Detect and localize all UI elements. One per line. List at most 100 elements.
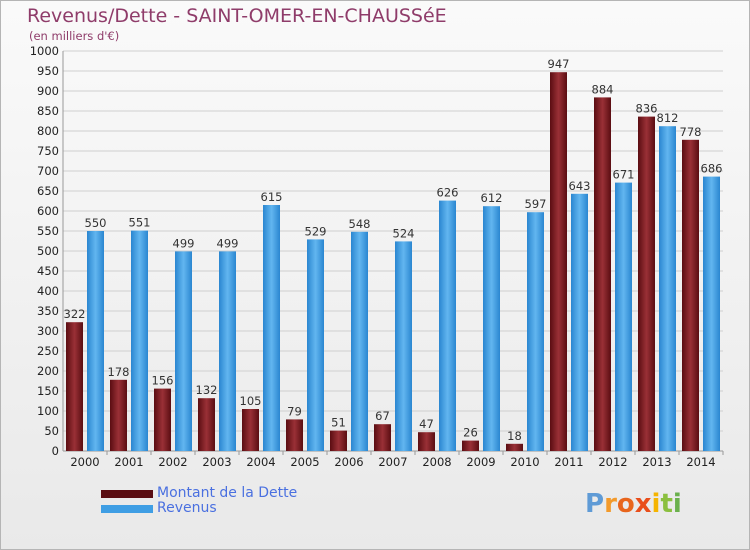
y-tick-label: 50 [44,424,59,438]
bar-dette-2008 [418,432,435,451]
logo-letter: i [651,489,661,519]
bar-dette-2013 [638,116,655,451]
x-tick-label: 2008 [422,455,451,469]
bar-dette-2009 [462,440,479,451]
value-labels: 322 550 178 551 156 499 132 499 105 615 79 529 51 548… [64,57,723,443]
proxiti-logo: Proxiti [585,489,682,519]
axes: 0 50 100 150 200 250 300 350 400 450 500 550 600 650 7… [30,44,724,469]
bar-revenus-2011 [571,193,588,452]
value-label-revenus-2004: 615 [261,190,283,204]
value-label-revenus-2001: 551 [129,216,151,230]
x-tick-label: 2000 [70,455,99,469]
bar-dette-2006 [330,430,347,451]
y-tick-label: 500 [37,244,59,258]
x-tick-label: 2011 [554,455,583,469]
bar-dette-2012 [594,97,611,452]
value-label-revenus-2011: 643 [569,179,591,193]
bar-revenus-2006 [351,231,368,451]
value-label-dette-2000: 322 [64,307,86,321]
y-tick-label: 950 [37,64,59,78]
y-tick-label: 100 [37,404,59,418]
bar-dette-2007 [374,424,391,451]
value-label-dette-2002: 156 [152,374,174,388]
bar-revenus-2000 [87,231,104,451]
x-tick-label: 2012 [598,455,627,469]
y-tick-label: 850 [37,104,59,118]
logo-letter: P [585,489,605,519]
bar-dette-2003 [198,398,215,451]
legend-swatch-dette [101,490,153,498]
bars [66,72,720,452]
value-label-dette-2005: 79 [287,404,302,418]
value-label-dette-2007: 67 [375,409,390,423]
bar-revenus-2005 [307,239,324,451]
value-label-revenus-2014: 686 [701,162,723,176]
chart-title: Revenus/Dette - SAINT-OMER-EN-CHAUSSéE [27,5,447,27]
x-tick-label: 2003 [202,455,231,469]
x-tick-label: 2002 [158,455,187,469]
bar-dette-2014 [682,139,699,452]
x-tick-label: 2009 [466,455,495,469]
value-label-dette-2009: 26 [463,426,478,440]
y-tick-label: 400 [37,284,59,298]
y-tick-label: 0 [52,444,59,458]
y-tick-label: 550 [37,224,59,238]
logo-letter: t [660,489,673,519]
bar-revenus-2004 [263,205,280,451]
value-label-dette-2004: 105 [240,394,262,408]
logo-letter: x [634,489,652,519]
y-tick-label: 150 [37,384,59,398]
bar-revenus-2003 [219,251,236,451]
x-tick-label: 2010 [510,455,539,469]
bar-dette-2011 [550,72,567,451]
bar-revenus-2014 [703,176,720,451]
x-tick-label: 2006 [334,455,363,469]
bar-revenus-2007 [395,241,412,451]
bar-revenus-2013 [659,126,676,451]
logo-letter: r [604,489,617,519]
x-tick-label: 2005 [290,455,319,469]
x-tick-label: 2014 [686,455,715,469]
value-label-revenus-2009: 612 [481,191,503,205]
y-tick-label: 1000 [30,44,59,58]
value-label-dette-2012: 884 [592,82,614,96]
gridlines [63,50,723,452]
x-tick-label: 2013 [642,455,671,469]
bar-dette-2001 [110,379,127,451]
y-tick-label: 300 [37,324,59,338]
value-label-dette-2010: 18 [507,429,522,443]
value-label-revenus-2007: 524 [393,226,415,240]
bar-revenus-2010 [527,212,544,451]
bar-dette-2005 [286,419,303,451]
value-label-dette-2014: 778 [680,125,702,139]
value-label-dette-2013: 836 [636,102,658,116]
value-label-revenus-2008: 626 [437,186,459,200]
y-tick-label: 900 [37,84,59,98]
logo-letter: o [616,489,635,519]
legend-label-revenus: Revenus [157,500,217,516]
x-tick-label: 2001 [114,455,143,469]
y-tick-label: 600 [37,204,59,218]
y-tick-label: 200 [37,364,59,378]
value-label-dette-2011: 947 [548,57,570,71]
value-label-dette-2003: 132 [196,383,218,397]
bar-revenus-2012 [615,182,632,451]
value-label-revenus-2005: 529 [305,224,327,238]
value-label-revenus-2000: 550 [85,216,107,230]
value-label-revenus-2006: 548 [349,217,371,231]
value-label-revenus-2002: 499 [173,236,195,250]
logo-letter: i [672,489,682,519]
y-tick-label: 800 [37,124,59,138]
bar-revenus-2008 [439,200,456,451]
value-label-revenus-2003: 499 [217,236,239,250]
chart-subtitle: (en milliers d'€) [29,29,120,43]
bar-revenus-2001 [131,230,148,451]
bar-dette-2004 [242,409,259,451]
value-label-dette-2001: 178 [108,365,130,379]
y-tick-label: 450 [37,264,59,278]
y-tick-label: 350 [37,304,59,318]
value-label-dette-2006: 51 [331,416,346,430]
bar-dette-2000 [66,322,83,451]
